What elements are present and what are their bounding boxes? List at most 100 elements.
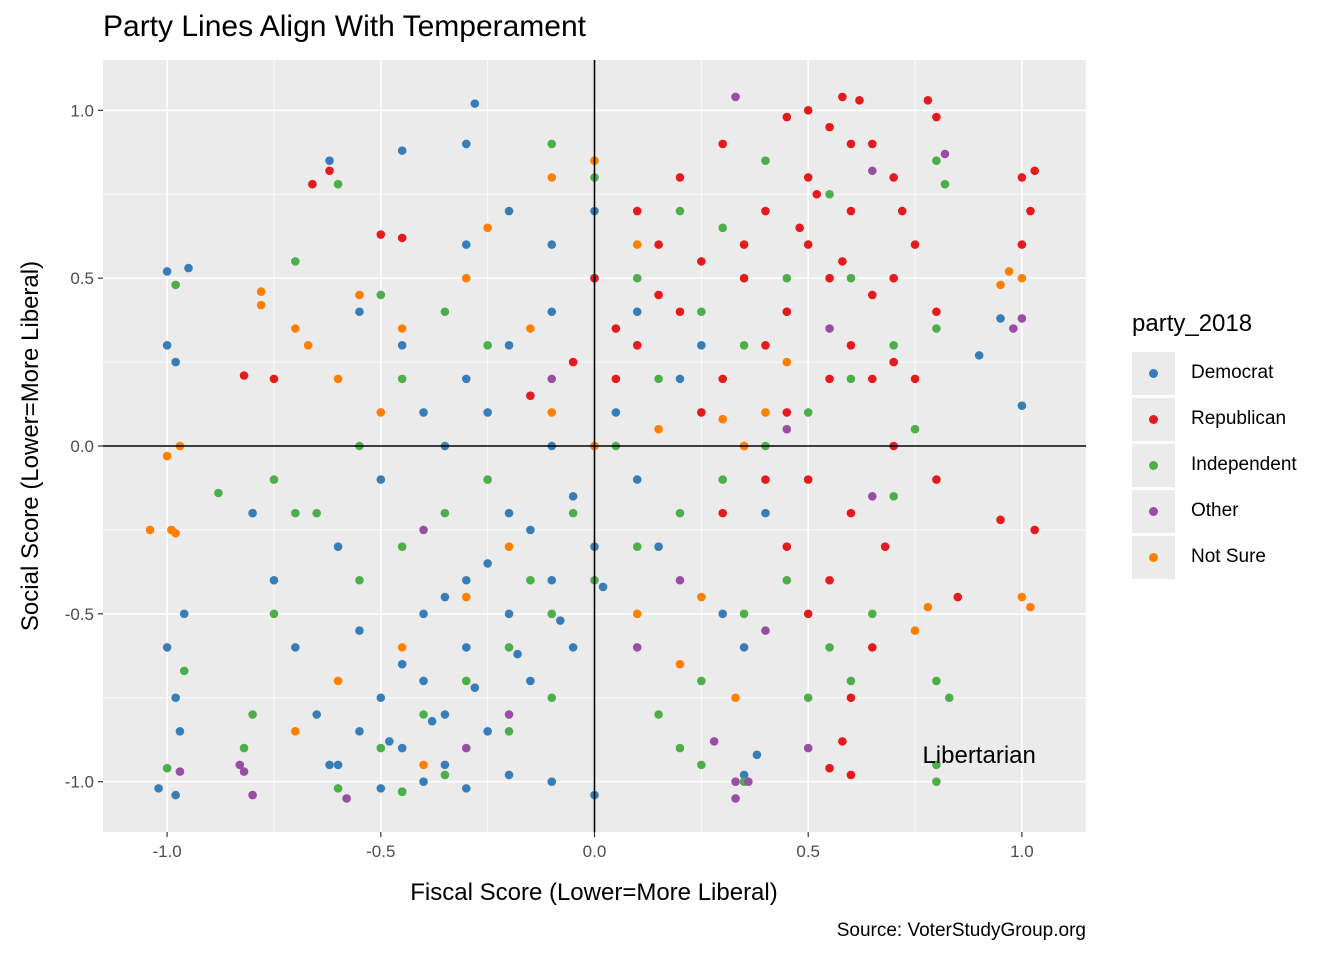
data-point	[179, 666, 189, 676]
data-point	[654, 710, 663, 719]
data-point	[761, 626, 770, 635]
data-point	[483, 475, 492, 484]
data-point	[461, 592, 471, 602]
data-point	[397, 643, 407, 652]
data-point	[654, 424, 663, 434]
legend-dot	[1149, 506, 1158, 516]
data-point	[697, 760, 706, 770]
source-caption: Source: VoterStudyGroup.org	[836, 920, 1086, 941]
data-point	[632, 307, 642, 317]
data-point	[675, 374, 685, 384]
data-point	[376, 693, 386, 703]
data-point	[248, 508, 257, 518]
chart-title: Party Lines Align With Temperament	[103, 10, 587, 43]
data-point	[526, 391, 535, 400]
legend-item-independent: Independent	[1132, 442, 1297, 488]
data-point	[825, 273, 834, 283]
data-point	[461, 676, 471, 686]
data-point	[547, 307, 557, 317]
data-point	[1030, 166, 1040, 176]
data-point	[461, 643, 471, 652]
data-point	[932, 307, 941, 317]
data-point	[825, 189, 834, 199]
data-point	[782, 424, 792, 434]
data-point	[397, 324, 407, 333]
data-point	[632, 341, 642, 350]
y-axis-title: Social Score (Lower=More Liberal)	[17, 261, 44, 631]
data-point	[1026, 602, 1035, 612]
data-point	[739, 341, 749, 350]
data-point	[953, 592, 963, 602]
x-tick-label: -0.5	[366, 842, 395, 861]
data-point	[291, 643, 300, 652]
legend-key	[1132, 397, 1175, 441]
data-point	[709, 737, 719, 746]
data-point	[325, 760, 334, 770]
data-point	[470, 683, 480, 692]
data-point	[308, 179, 317, 189]
data-point	[611, 374, 621, 384]
data-point	[175, 767, 185, 776]
data-point	[846, 273, 856, 283]
data-point	[803, 173, 813, 182]
data-point	[513, 649, 522, 659]
data-point	[162, 763, 172, 773]
data-point	[632, 475, 642, 484]
data-point	[611, 408, 621, 417]
data-point	[889, 492, 898, 501]
data-point	[889, 341, 898, 350]
data-point	[312, 508, 321, 518]
data-point	[312, 710, 321, 719]
data-point	[461, 575, 471, 585]
data-point	[1030, 525, 1040, 535]
data-point	[397, 542, 407, 551]
data-point	[1017, 314, 1027, 323]
data-point	[504, 643, 514, 652]
data-point	[376, 475, 386, 484]
data-point	[782, 273, 792, 283]
data-point	[171, 693, 180, 703]
data-point	[504, 508, 514, 518]
data-point	[697, 592, 706, 602]
data-point	[761, 341, 770, 350]
data-point	[355, 290, 364, 300]
data-point	[397, 787, 407, 797]
data-point	[731, 777, 740, 786]
data-point	[483, 341, 492, 350]
data-point	[397, 659, 407, 669]
data-point	[718, 414, 728, 424]
data-point	[461, 374, 471, 384]
y-axis-ticks: -1.0 -0.5 0.0 0.5 1.0	[65, 101, 103, 792]
data-point	[1026, 206, 1035, 216]
data-point	[269, 475, 279, 484]
data-point	[397, 146, 407, 155]
y-tick-label: 0.0	[70, 437, 94, 456]
data-point	[419, 777, 428, 786]
data-point	[940, 179, 950, 189]
x-axis-title: Fiscal Score (Lower=More Liberal)	[410, 879, 777, 906]
data-point	[838, 737, 847, 746]
y-tick-label: -1.0	[65, 773, 94, 792]
data-point	[333, 179, 343, 189]
data-point	[397, 374, 407, 384]
data-point	[162, 451, 172, 461]
data-point	[675, 508, 685, 518]
data-point	[1017, 592, 1027, 602]
data-point	[419, 710, 428, 719]
data-point	[697, 676, 706, 686]
data-point	[846, 508, 856, 518]
data-point	[461, 784, 471, 793]
series-republican	[239, 92, 1040, 780]
y-tick-label: 0.5	[70, 269, 94, 288]
y-tick-label: 1.0	[70, 101, 94, 120]
data-point	[855, 95, 864, 105]
legend-title: party_2018	[1132, 310, 1253, 337]
data-point	[440, 770, 450, 780]
data-point	[761, 156, 770, 165]
data-point	[718, 223, 728, 233]
data-point	[632, 273, 642, 283]
data-point	[419, 525, 428, 535]
data-point	[782, 357, 792, 367]
legend-label: Independent	[1191, 454, 1297, 475]
